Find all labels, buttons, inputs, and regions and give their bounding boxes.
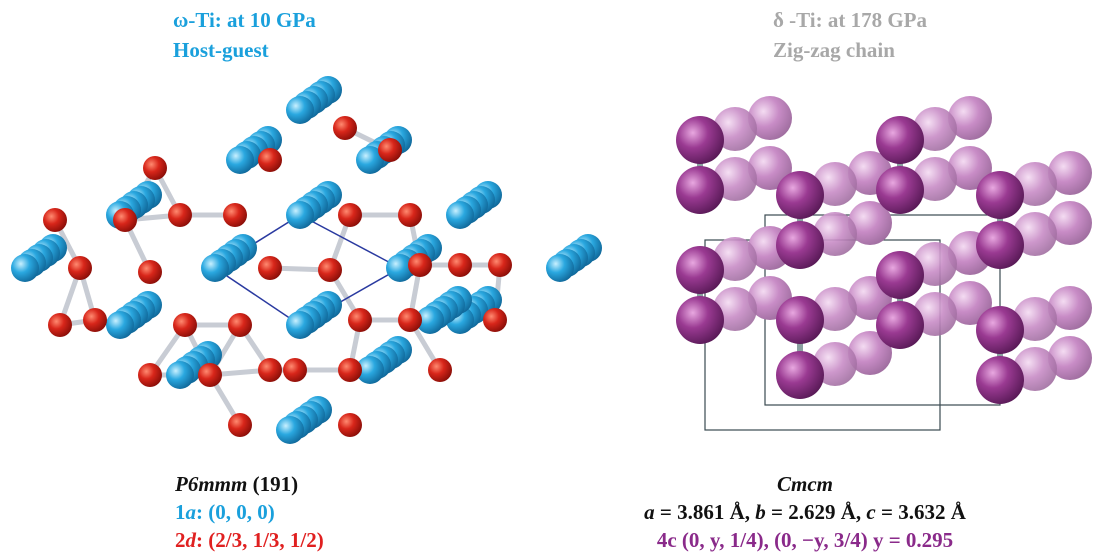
param: c (866, 500, 875, 524)
param-value: = 3.861 Å, (655, 500, 756, 524)
host-atom (168, 203, 192, 227)
atom (676, 166, 724, 214)
atom (776, 171, 824, 219)
host-atom (398, 308, 422, 332)
host-atom (138, 260, 162, 284)
host-atom (48, 313, 72, 337)
host-atom (483, 308, 507, 332)
right-title: δ -Ti: at 178 GPa (773, 8, 927, 33)
atom (776, 296, 824, 344)
host-atom (113, 208, 137, 232)
host-atom (488, 253, 512, 277)
guest-atom (286, 201, 314, 229)
host-atom (258, 256, 282, 280)
atom (976, 221, 1024, 269)
guest-atom (106, 311, 134, 339)
mult: 1 (175, 500, 186, 524)
left-title: ω-Ti: at 10 GPa (173, 8, 316, 33)
host-atom (258, 358, 282, 382)
atom (976, 171, 1024, 219)
right-subtitle: Zig-zag chain (773, 38, 895, 63)
host-atom (68, 256, 92, 280)
delta-ti-structure (676, 96, 1092, 430)
host-atom (448, 253, 472, 277)
left-space-group: P6mmm (191) (175, 472, 298, 497)
guest-atom (286, 96, 314, 124)
atom (876, 166, 924, 214)
atom (976, 306, 1024, 354)
host-atom (258, 148, 282, 172)
sg-number: (191) (253, 472, 299, 496)
guest-atom (166, 361, 194, 389)
host-atom (43, 208, 67, 232)
host-atom (143, 156, 167, 180)
letter: a (186, 500, 197, 524)
param-value: = 3.632 Å (876, 500, 966, 524)
letter: d (186, 528, 197, 552)
lattice: a = 3.861 Å, b = 2.629 Å, c = 3.632 Å (644, 500, 966, 525)
atom (676, 296, 724, 344)
atom (876, 116, 924, 164)
host-atom (173, 313, 197, 337)
right-space-group: Cmcm (777, 472, 833, 497)
host-atom (198, 363, 222, 387)
atom (676, 246, 724, 294)
host-atom (428, 358, 452, 382)
site-1: 1a: (0, 0, 0) (175, 500, 275, 525)
param-value: = 2.629 Å, (766, 500, 867, 524)
host-atom (223, 203, 247, 227)
page: ω-Ti: at 10 GPa Host-guest δ -Ti: at 178… (0, 0, 1103, 558)
guest-atom (11, 254, 39, 282)
sg-name: Cmcm (777, 472, 833, 496)
host-atom (283, 358, 307, 382)
host-atom (338, 203, 362, 227)
atom (676, 116, 724, 164)
guest-atom (286, 311, 314, 339)
host-atom (408, 253, 432, 277)
host-atom (228, 413, 252, 437)
mult: 2 (175, 528, 186, 552)
host-atom (318, 258, 342, 282)
atom (776, 221, 824, 269)
sg-name: P6mmm (175, 472, 247, 496)
host-atom (138, 363, 162, 387)
guest-atom (226, 146, 254, 174)
guest-atom (276, 416, 304, 444)
host-atom (333, 116, 357, 140)
host-atom (338, 413, 362, 437)
structures (0, 0, 1103, 558)
atom (976, 356, 1024, 404)
right-sites: 4c (0, y, 1/4), (0, −y, 3/4) y = 0.295 (657, 528, 953, 553)
omega-ti-structure (11, 76, 602, 444)
atom (876, 251, 924, 299)
host-atom (228, 313, 252, 337)
site-2: 2d: (2/3, 1/3, 1/2) (175, 528, 324, 553)
left-subtitle: Host-guest (173, 38, 269, 63)
atom (876, 301, 924, 349)
guest-atom (546, 254, 574, 282)
coords: : (0, 0, 0) (196, 500, 275, 524)
param: a (644, 500, 655, 524)
cell-edge (215, 268, 300, 325)
host-atom (378, 138, 402, 162)
host-atom (398, 203, 422, 227)
param: b (755, 500, 766, 524)
coords: : (2/3, 1/3, 1/2) (196, 528, 324, 552)
host-atom (338, 358, 362, 382)
atom (776, 351, 824, 399)
host-atom (348, 308, 372, 332)
host-atom (83, 308, 107, 332)
guest-atom (201, 254, 229, 282)
guest-atom (446, 201, 474, 229)
